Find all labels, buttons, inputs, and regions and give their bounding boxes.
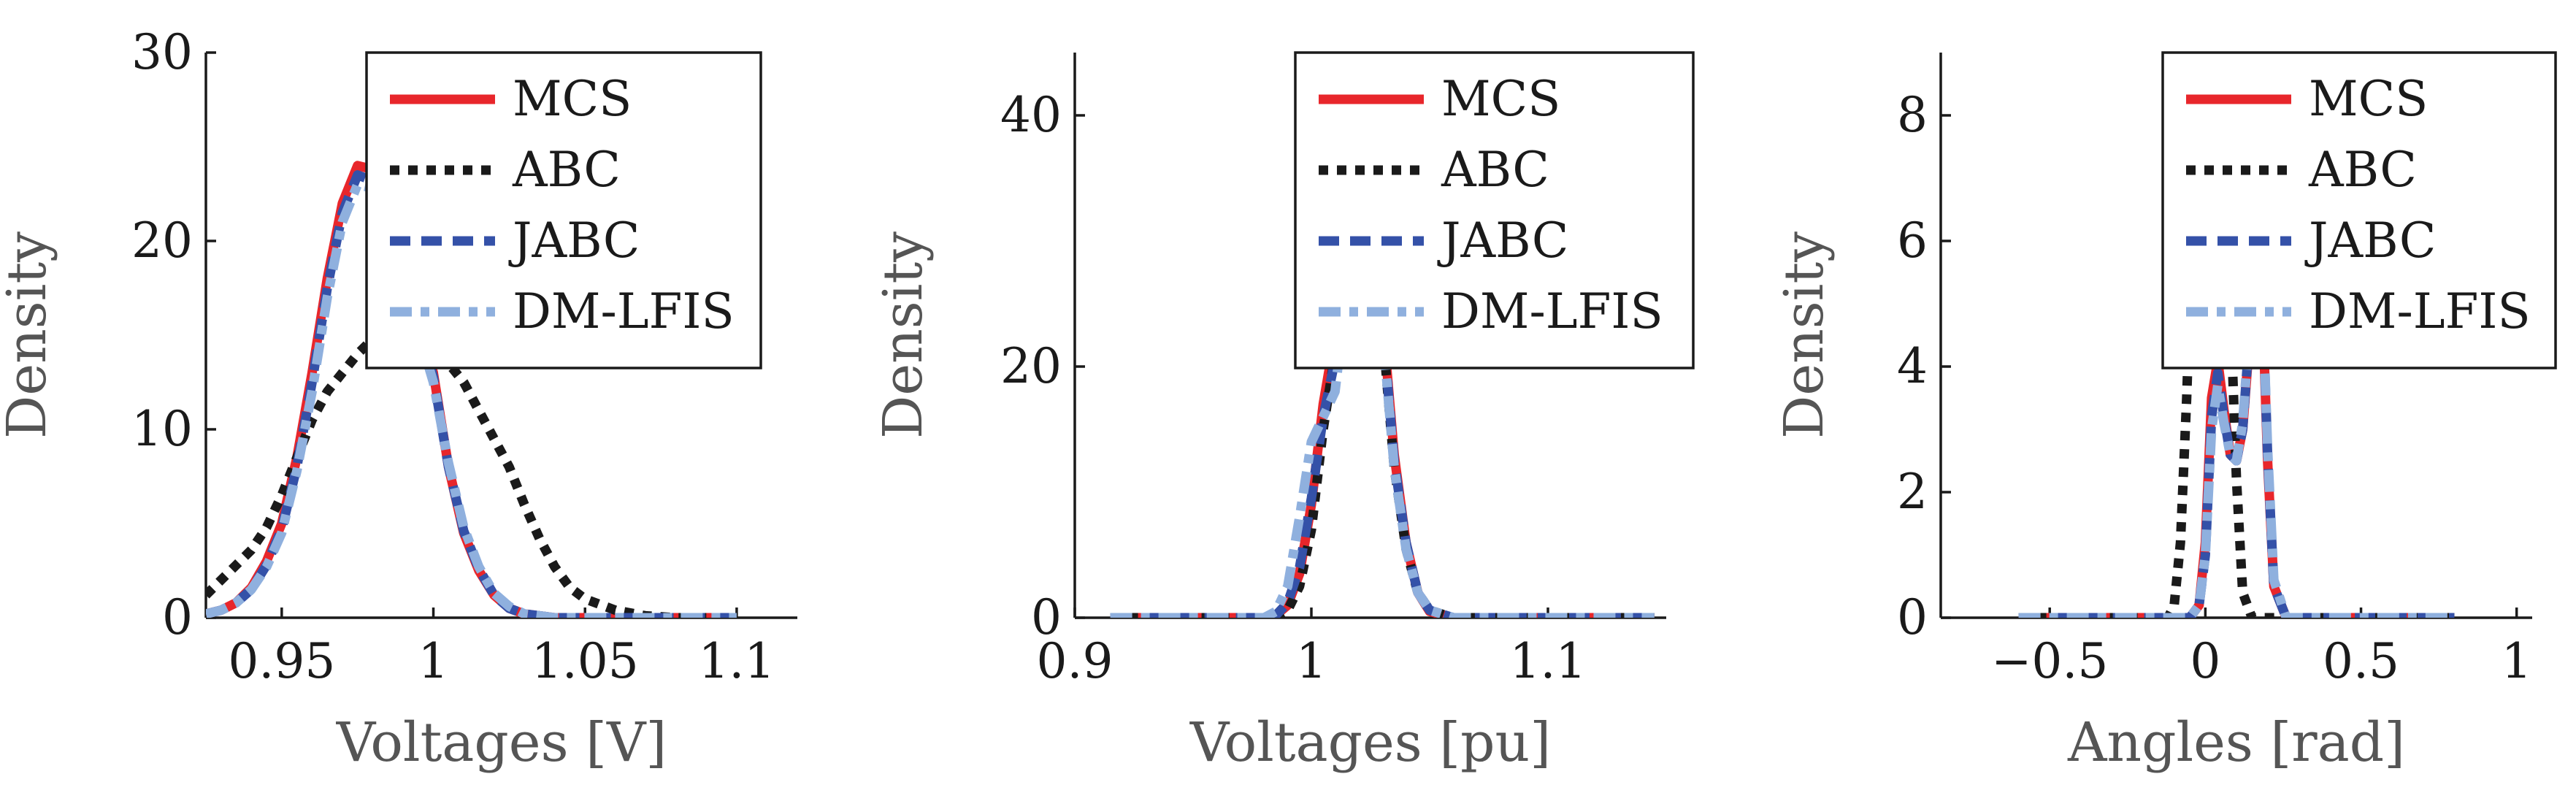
x-tick-label: 1.1 <box>1510 633 1587 689</box>
y-axis-title: Density <box>872 231 935 439</box>
legend: MCS ABC JABC DM-LFIS <box>1294 51 1695 369</box>
legend-label-abc: ABC <box>512 142 621 198</box>
legend-box <box>2161 51 2557 369</box>
y-tick-label: 0 <box>1031 589 1062 645</box>
x-axis-title: Voltages [pu] <box>1189 711 1551 774</box>
legend-label-abc: ABC <box>2308 142 2417 198</box>
legend-box <box>365 51 762 369</box>
legend-label-dm-lfis: DM-LFIS <box>513 283 735 340</box>
y-tick-label: 20 <box>1000 338 1062 394</box>
legend-box <box>1294 51 1695 369</box>
x-tick-label: 0 <box>2190 633 2220 689</box>
x-tick-label: 1 <box>418 633 449 689</box>
series-line-dm-lfis <box>2018 198 2455 618</box>
y-tick-label: 2 <box>1897 464 1928 520</box>
legend-label-jabc: JABC <box>1437 212 1568 269</box>
y-tick-label: 30 <box>131 24 193 80</box>
chart-panel-angles-rad: 0 2 4 6 8 −0.5 0 0.5 1 Angles [rad] Density MCS ABC J… <box>1773 51 2557 774</box>
y-tick-label: 20 <box>131 212 193 269</box>
legend: MCS ABC JABC DM-LFIS <box>365 51 762 369</box>
y-tick-label: 6 <box>1897 212 1928 269</box>
legend-label-dm-lfis: DM-LFIS <box>1441 283 1663 340</box>
legend-label-mcs: MCS <box>513 71 632 127</box>
legend-label-mcs: MCS <box>1441 71 1560 127</box>
x-tick-label: 1 <box>1296 633 1327 689</box>
y-tick-label: 4 <box>1897 338 1928 394</box>
chart-panel-voltages-v: 0 10 20 30 0.95 1 1.05 1.1 Voltages [V] Density MC… <box>0 24 797 774</box>
legend-label-jabc: JABC <box>508 212 640 269</box>
x-tick-label: 1.05 <box>532 633 639 689</box>
legend: MCS ABC JABC DM-LFIS <box>2161 51 2557 369</box>
y-tick-label: 8 <box>1897 87 1928 143</box>
y-tick-label: 0 <box>1897 589 1928 645</box>
chart-panel-voltages-pu: 0 20 40 0.9 1 1.1 Voltages [pu] Density MCS ABC JA… <box>872 51 1695 774</box>
x-axis-title: Angles [rad] <box>2067 711 2405 774</box>
y-tick-label: 40 <box>1000 87 1062 143</box>
y-axis-title: Density <box>1773 231 1836 439</box>
x-tick-label: 1.1 <box>698 633 775 689</box>
x-tick-label: −0.5 <box>1991 633 2108 689</box>
legend-label-dm-lfis: DM-LFIS <box>2309 283 2531 340</box>
x-tick-label: 0.5 <box>2323 633 2399 689</box>
legend-label-jabc: JABC <box>2304 212 2436 269</box>
y-tick-label: 10 <box>131 401 193 457</box>
y-tick-label: 0 <box>162 589 193 645</box>
x-tick-label: 1 <box>2502 633 2532 689</box>
legend-label-mcs: MCS <box>2309 71 2428 127</box>
y-axis-title: Density <box>0 231 58 439</box>
x-axis-title: Voltages [V] <box>336 711 667 774</box>
legend-label-abc: ABC <box>1441 142 1549 198</box>
x-tick-label: 0.95 <box>228 633 335 689</box>
x-tick-label: 0.9 <box>1037 633 1113 689</box>
